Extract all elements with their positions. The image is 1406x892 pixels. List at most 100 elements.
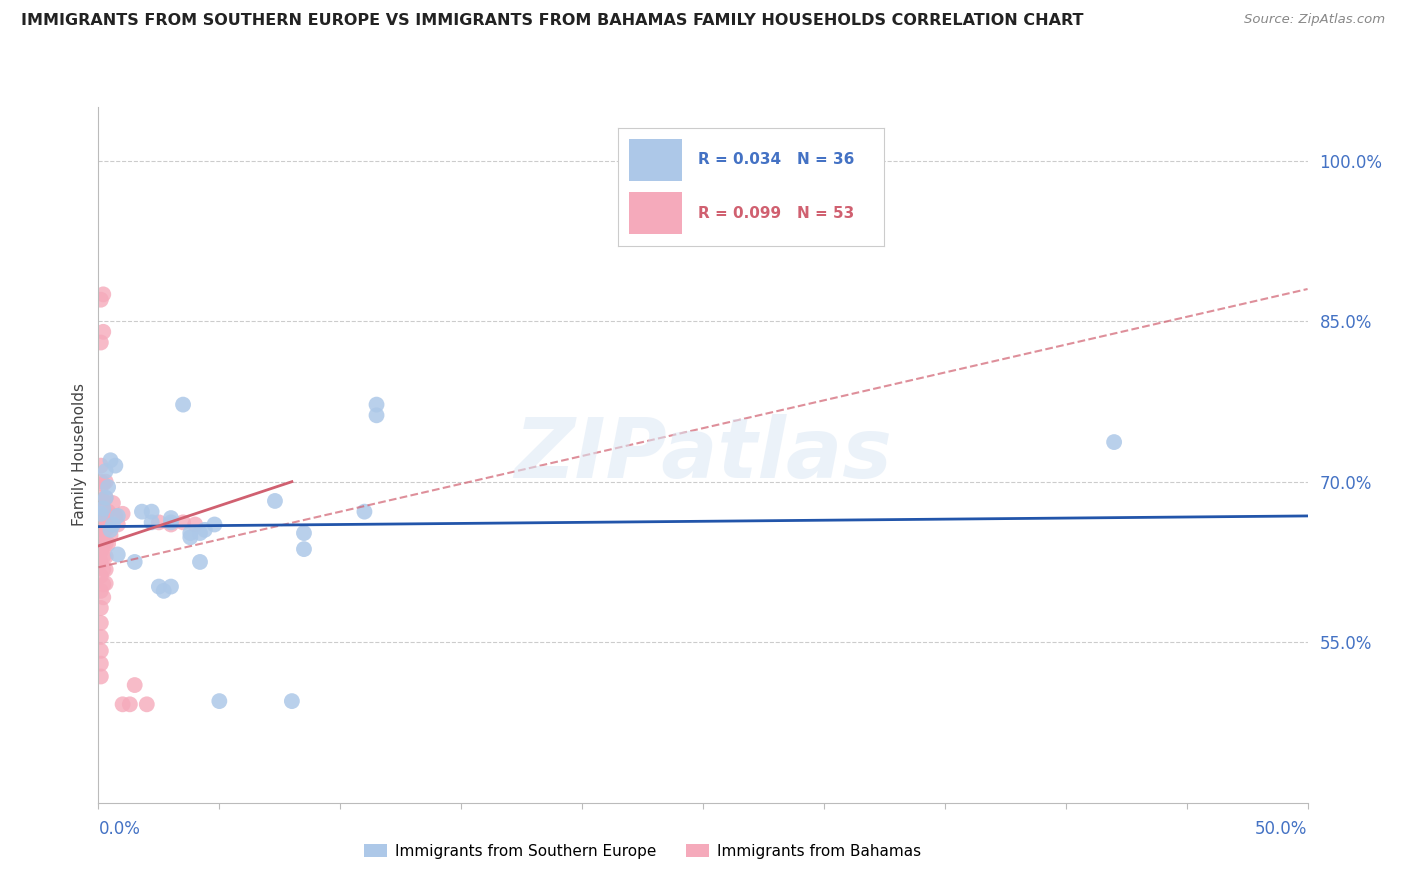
Point <box>94 523 117 537</box>
Point <box>90 335 112 350</box>
Point <box>90 657 112 671</box>
Point <box>204 517 226 532</box>
Text: Source: ZipAtlas.com: Source: ZipAtlas.com <box>1244 13 1385 27</box>
Point <box>208 694 231 708</box>
Point <box>91 549 114 564</box>
Point <box>160 511 183 525</box>
Point <box>94 475 117 489</box>
Point <box>90 533 112 548</box>
Point <box>179 530 201 544</box>
Point <box>90 601 112 615</box>
Point <box>353 505 375 519</box>
Point <box>94 549 117 564</box>
Point <box>107 508 129 523</box>
Point <box>97 519 120 533</box>
Point <box>107 517 129 532</box>
Point <box>91 325 114 339</box>
Point <box>90 583 112 598</box>
Point <box>141 505 163 519</box>
Point <box>101 517 124 532</box>
Point <box>188 555 211 569</box>
Text: 0.0%: 0.0% <box>98 820 141 838</box>
Point <box>91 577 114 591</box>
Point <box>97 505 120 519</box>
Point <box>90 555 112 569</box>
Point <box>148 516 170 530</box>
Point <box>91 476 114 491</box>
Point <box>100 523 122 537</box>
Point <box>91 287 114 301</box>
Point <box>104 458 127 473</box>
Point <box>172 516 194 530</box>
Point <box>118 698 141 712</box>
FancyBboxPatch shape <box>628 138 682 181</box>
Point <box>148 580 170 594</box>
Point <box>91 501 114 516</box>
Point <box>91 508 114 523</box>
Point <box>91 494 114 508</box>
Point <box>188 526 211 541</box>
Point <box>90 669 112 683</box>
Point <box>94 508 117 523</box>
Point <box>172 398 194 412</box>
Text: N = 53: N = 53 <box>797 205 853 220</box>
Y-axis label: Family Households: Family Households <box>72 384 87 526</box>
Point <box>124 678 146 692</box>
Point <box>141 516 163 530</box>
Point <box>104 508 127 523</box>
Point <box>91 562 114 576</box>
Point <box>131 505 153 519</box>
Point <box>124 555 146 569</box>
Text: ZIPatlas: ZIPatlas <box>515 415 891 495</box>
Point <box>264 494 287 508</box>
Point <box>90 544 112 558</box>
Point <box>135 698 157 712</box>
Point <box>97 537 120 551</box>
Point <box>90 644 112 658</box>
Text: R = 0.034: R = 0.034 <box>699 153 782 168</box>
Point <box>90 491 112 505</box>
Point <box>292 542 315 557</box>
Point <box>90 293 112 307</box>
Point <box>160 516 183 530</box>
Point <box>94 562 117 576</box>
Point <box>91 523 114 537</box>
Point <box>292 526 315 541</box>
Text: N = 36: N = 36 <box>797 153 853 168</box>
Point <box>184 517 207 532</box>
Point <box>366 409 388 423</box>
Point <box>90 615 112 630</box>
Point <box>194 523 217 537</box>
Point <box>94 491 117 505</box>
Point <box>91 537 114 551</box>
Point <box>107 548 129 562</box>
Point <box>160 517 183 532</box>
Legend: Immigrants from Southern Europe, Immigrants from Bahamas: Immigrants from Southern Europe, Immigra… <box>359 838 927 864</box>
Point <box>100 528 122 542</box>
Text: IMMIGRANTS FROM SOUTHERN EUROPE VS IMMIGRANTS FROM BAHAMAS FAMILY HOUSEHOLDS COR: IMMIGRANTS FROM SOUTHERN EUROPE VS IMMIG… <box>21 13 1084 29</box>
Point <box>100 453 122 467</box>
Point <box>90 508 112 523</box>
Point <box>90 458 112 473</box>
Point <box>97 480 120 494</box>
Point <box>160 580 183 594</box>
Point <box>1102 435 1125 450</box>
Point <box>90 630 112 644</box>
Point <box>111 698 134 712</box>
Point <box>111 507 134 521</box>
Point <box>94 491 117 505</box>
FancyBboxPatch shape <box>628 192 682 235</box>
Point <box>90 475 112 489</box>
Text: 50.0%: 50.0% <box>1256 820 1308 838</box>
Point <box>101 496 124 510</box>
Point <box>179 526 201 541</box>
Point <box>90 569 112 583</box>
Point <box>94 537 117 551</box>
Text: R = 0.099: R = 0.099 <box>699 205 782 220</box>
Point <box>94 464 117 478</box>
Point <box>94 576 117 591</box>
Point <box>91 591 114 605</box>
Point <box>90 507 112 521</box>
Point <box>366 398 388 412</box>
Point <box>152 583 174 598</box>
